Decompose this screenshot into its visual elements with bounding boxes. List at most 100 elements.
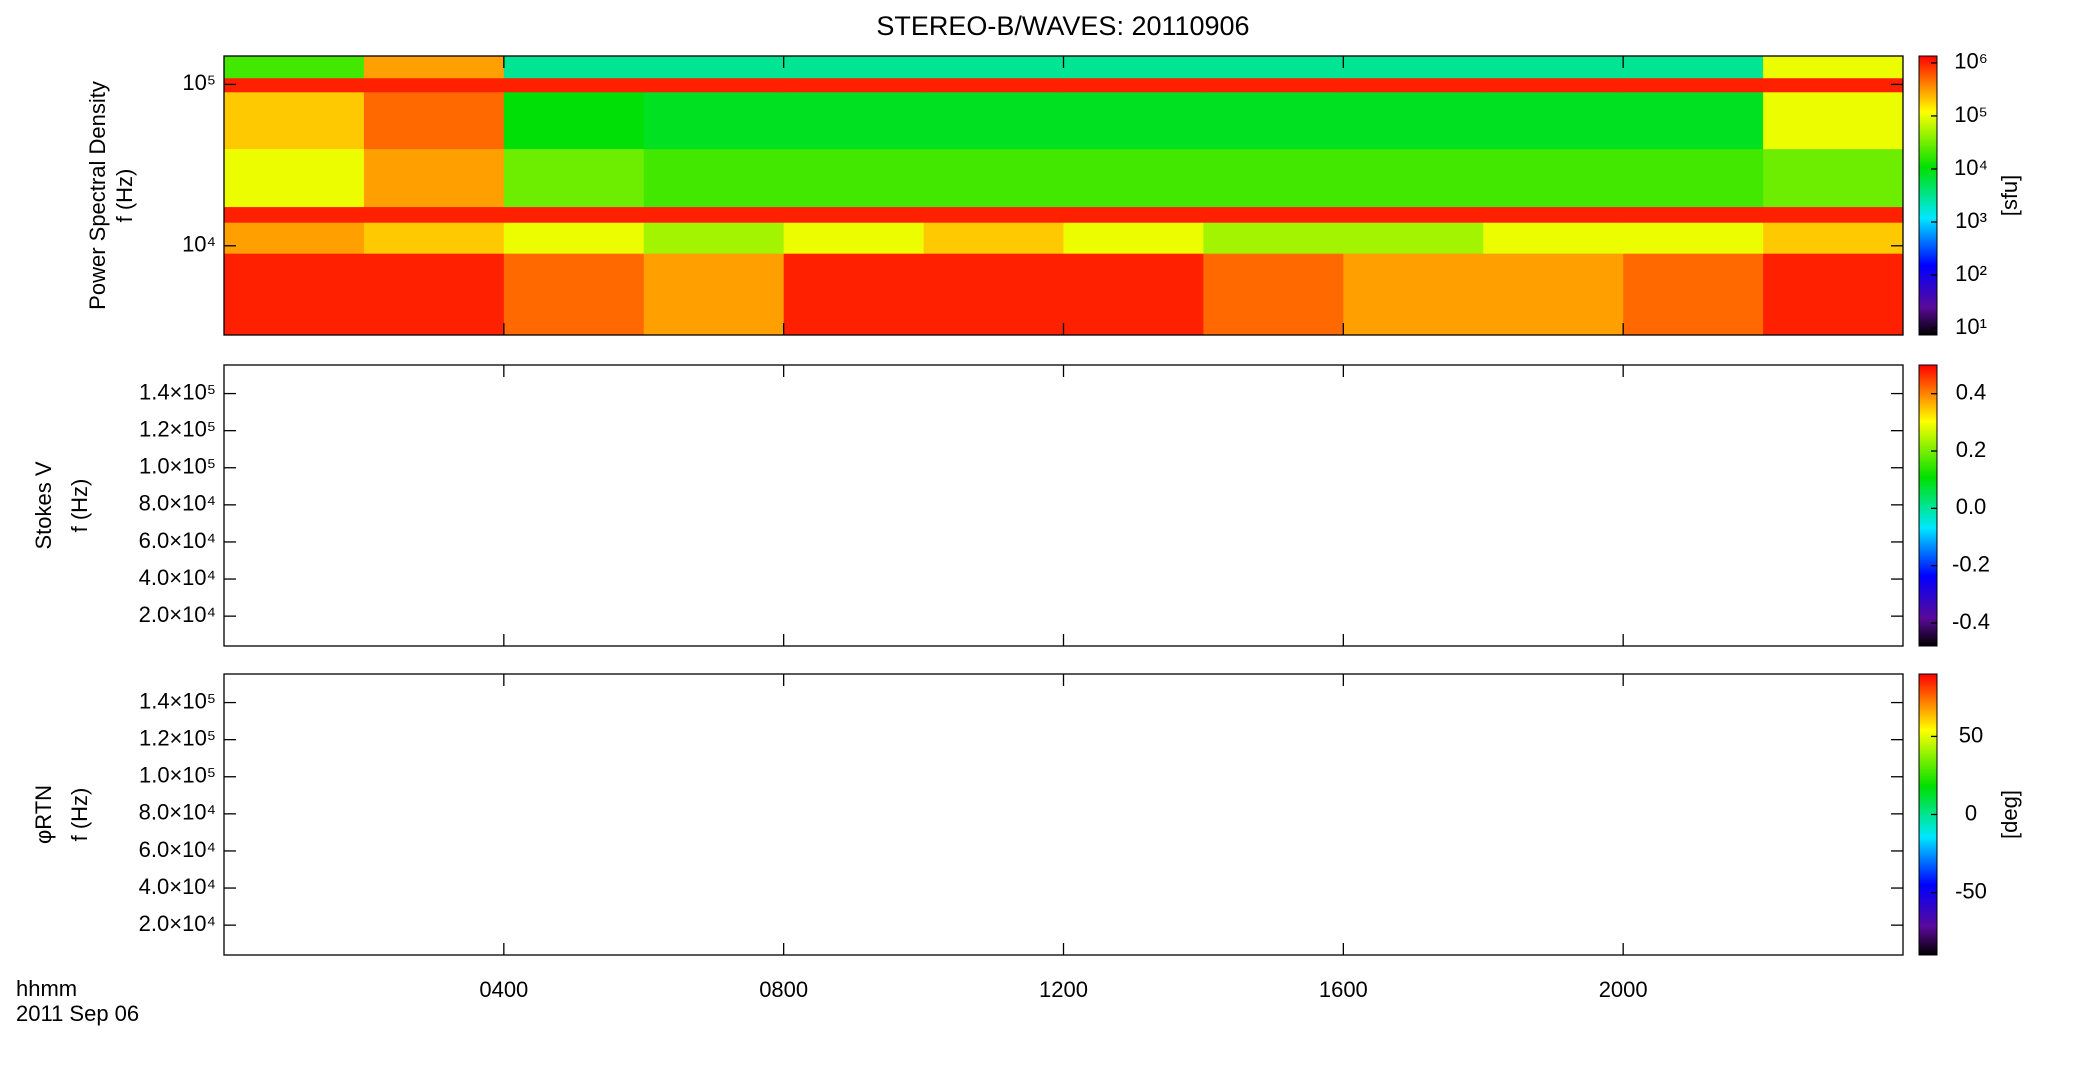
heatmap-cell — [1483, 56, 1624, 79]
heatmap-cell — [1623, 77, 1764, 93]
y-axis-label: Stokes V — [31, 461, 56, 549]
y-axis-label: f (Hz) — [67, 788, 92, 842]
heatmap-cell — [224, 253, 365, 336]
chart-title: STEREO-B/WAVES: 20110906 — [876, 11, 1249, 41]
colorbar-tick-label: 10⁴ — [1954, 155, 1988, 180]
heatmap-cell — [643, 91, 785, 150]
heatmap-cell — [363, 77, 505, 93]
heatmap-cell — [1483, 222, 1624, 254]
x-tick-label: 0800 — [759, 977, 808, 1002]
heatmap-cell — [783, 222, 925, 254]
heatmap-cell — [224, 206, 365, 223]
heatmap-cell — [1343, 222, 1484, 254]
heatmap-cell — [923, 77, 1064, 93]
heatmap-cell — [363, 253, 505, 336]
y-tick-label: 1.2×10⁵ — [139, 416, 216, 441]
colorbar — [1918, 364, 1938, 647]
x-tick-label: 1600 — [1319, 977, 1368, 1002]
colorbar-tick-label: 10⁶ — [1954, 49, 1988, 74]
heatmap-cell — [1623, 222, 1764, 254]
y-tick-label: 8.0×10⁴ — [139, 491, 216, 516]
heatmap-cell — [1623, 206, 1764, 223]
heatmap-cell — [643, 253, 785, 336]
colorbar-tick-label: 50 — [1959, 722, 1983, 747]
heatmap-cell — [923, 91, 1064, 150]
heatmap-cell — [1483, 148, 1624, 208]
colorbar-tick-label: -50 — [1955, 878, 1987, 903]
heatmap-cell — [1343, 253, 1484, 336]
colorbar-tick-label: 10⁵ — [1954, 102, 1988, 127]
heatmap-cell — [923, 148, 1064, 208]
colorbar-tick-label: 0.4 — [1956, 379, 1987, 404]
y-tick-label: 10⁴ — [182, 232, 216, 257]
heatmap-cell — [224, 222, 365, 254]
y-tick-label: 1.0×10⁵ — [139, 454, 216, 479]
heatmap-cell — [1623, 91, 1764, 150]
heatmap-cell — [643, 222, 785, 254]
heatmap-cell — [643, 206, 785, 223]
heatmap-cell — [1343, 206, 1484, 223]
heatmap-cell — [923, 253, 1064, 336]
colorbar-label: [sfu] — [1997, 175, 2022, 217]
y-tick-label: 6.0×10⁴ — [139, 528, 216, 553]
heatmap-cell — [1203, 77, 1344, 93]
heatmap-cell — [503, 206, 645, 223]
x-tick-label: 0400 — [479, 977, 528, 1002]
heatmap-cell — [1203, 91, 1344, 150]
heatmap-cell — [503, 253, 645, 336]
colorbar-tick-label: -0.2 — [1952, 552, 1990, 577]
heatmap-cell — [783, 253, 925, 336]
y-axis-label: f (Hz) — [67, 479, 92, 533]
y-tick-label: 6.0×10⁴ — [139, 837, 216, 862]
heatmap-cell — [1203, 56, 1344, 79]
y-tick-label: 8.0×10⁴ — [139, 800, 216, 825]
heatmap-cell — [224, 148, 365, 208]
colorbar — [1918, 55, 1938, 336]
heatmap-cell — [1763, 222, 1904, 254]
heatmap-cell — [363, 148, 505, 208]
heatmap-cell — [923, 206, 1064, 223]
heatmap-cell — [1483, 91, 1624, 150]
heatmap-cell — [1623, 56, 1764, 79]
y-axis-label: φRTN — [31, 785, 56, 844]
y-tick-label: 4.0×10⁴ — [139, 565, 216, 590]
colorbar-tick-label: 0 — [1965, 800, 1977, 825]
heatmap-cell — [1623, 253, 1764, 336]
colorbar-tick-label: -0.4 — [1952, 609, 1990, 634]
y-tick-label: 1.0×10⁵ — [139, 763, 216, 788]
heatmap-cell — [643, 148, 785, 208]
heatmap-cell — [1203, 253, 1344, 336]
heatmap-cell — [503, 222, 645, 254]
heatmap-cell — [503, 148, 645, 208]
y-tick-label: 2.0×10⁴ — [139, 911, 216, 936]
colorbar-label: [deg] — [1997, 790, 2022, 839]
heatmap-cell — [1063, 206, 1204, 223]
heatmap-cell — [1623, 148, 1764, 208]
colorbar-tick-label: 10³ — [1955, 208, 1987, 233]
x-axis-label: hhmm — [16, 976, 77, 1001]
heatmap-cell — [363, 91, 505, 150]
heatmap-cell — [1203, 222, 1344, 254]
heatmap-cell — [783, 148, 925, 208]
heatmap-cell — [363, 206, 505, 223]
heatmap-cell — [1483, 77, 1624, 93]
heatmap-cell — [1763, 148, 1904, 208]
heatmap-cell — [1343, 91, 1484, 150]
colorbar-tick-label: 0.2 — [1956, 437, 1987, 462]
y-axis-label: f (Hz) — [112, 169, 137, 223]
y-tick-label: 10⁵ — [182, 70, 216, 95]
y-tick-label: 4.0×10⁴ — [139, 874, 216, 899]
heatmap-cell — [783, 91, 925, 150]
heatmap-cell — [503, 77, 645, 93]
heatmap-cell — [1063, 148, 1204, 208]
colorbar-tick-label: 0.0 — [1956, 494, 1987, 519]
heatmap-cell — [783, 56, 925, 79]
heatmap-cell — [1483, 253, 1624, 336]
y-tick-label: 1.2×10⁵ — [139, 725, 216, 750]
heatmap-cell — [1763, 77, 1904, 93]
date-label: 2011 Sep 06 — [16, 1001, 139, 1026]
heatmap-cell — [923, 222, 1064, 254]
heatmap-cell — [1343, 77, 1484, 93]
heatmap-cell — [783, 77, 925, 93]
